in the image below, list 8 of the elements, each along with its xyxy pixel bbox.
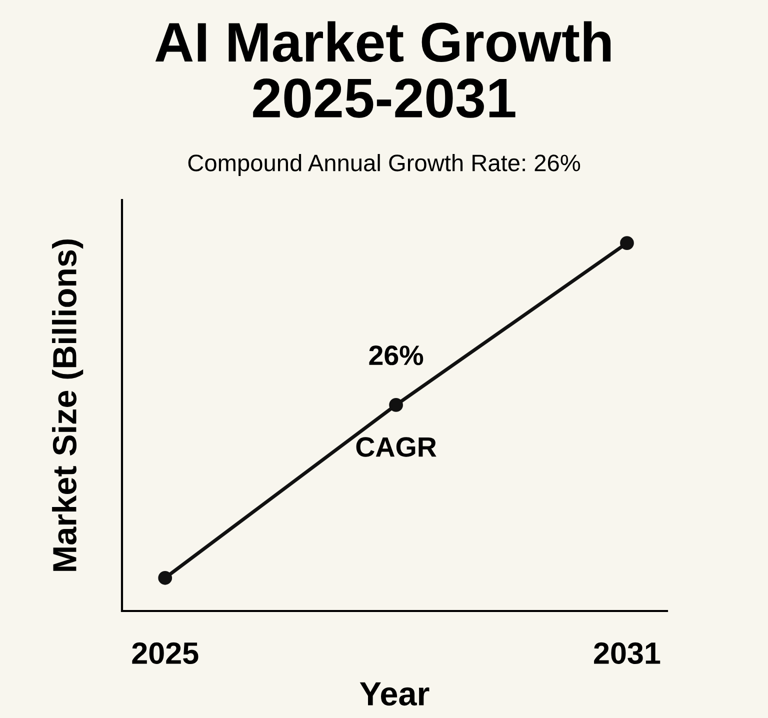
- x-tick-label: 2031: [594, 642, 660, 664]
- annotation: CAGR: [356, 437, 436, 457]
- x-tick-label: 2025: [132, 642, 198, 664]
- chart-title: AI Market Growth 2025-2031: [155, 21, 611, 118]
- x-axis-title: Year: [360, 682, 430, 706]
- chart-subtitle: Compound Annual Growth Rate: 26%: [188, 154, 580, 176]
- y-axis-title: Market Size (Billions): [52, 240, 84, 571]
- annotation: 26%: [369, 346, 424, 366]
